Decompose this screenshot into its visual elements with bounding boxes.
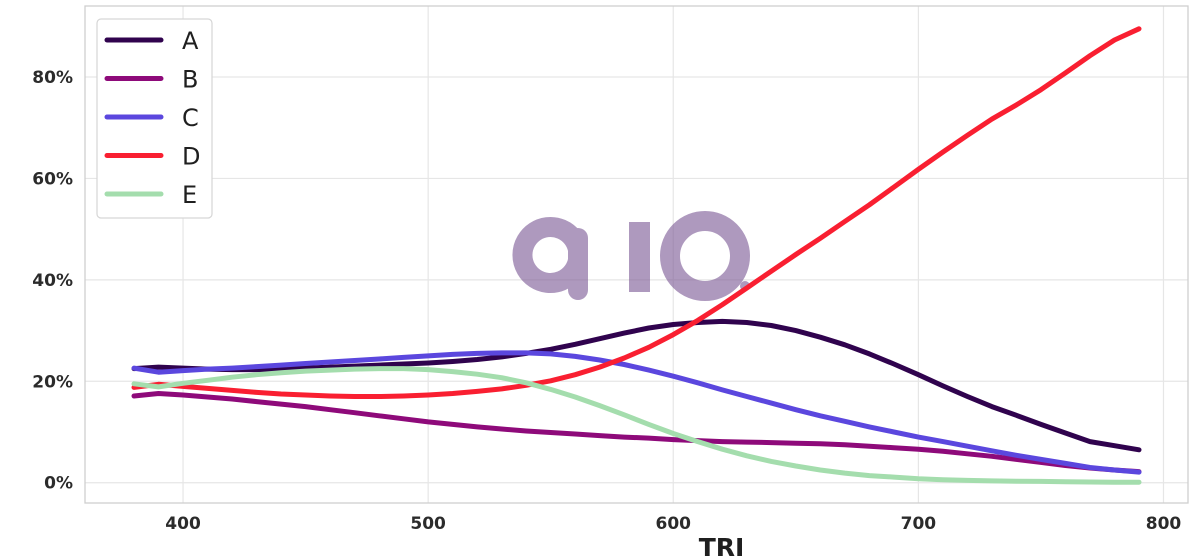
watermark-letter-o — [660, 211, 750, 301]
legend-label-E: E — [182, 181, 197, 209]
x-tick-label: 500 — [410, 514, 446, 534]
aio-watermark-logo: aio — [512, 211, 750, 301]
y-tick-label: 80% — [32, 68, 73, 88]
series-line-B — [131, 391, 1142, 475]
legend-label-A: A — [182, 27, 199, 55]
series-line-D — [131, 26, 1142, 399]
watermark-letter-i — [629, 222, 650, 292]
plot-area-frame — [84, 5, 1189, 504]
x-tick-labels: 400 500 600 700 800 — [165, 514, 1181, 534]
series-line-E — [131, 366, 1142, 485]
x-tick-label: 800 — [1146, 514, 1182, 534]
x-tick-label: 400 — [165, 514, 201, 534]
y-tick-label: 40% — [32, 271, 73, 291]
x-axis-title: TRI — [699, 533, 745, 560]
series-lines — [131, 26, 1142, 485]
watermark-letter-a — [512, 217, 588, 300]
grid-lines — [85, 6, 1188, 503]
y-tick-label: 20% — [32, 372, 73, 392]
y-tick-labels: 0% 20% 40% 60% 80% — [32, 68, 73, 494]
x-tick-label: 600 — [656, 514, 692, 534]
legend-label-B: B — [182, 66, 198, 94]
y-tick-label: 0% — [44, 474, 73, 494]
x-tick-label: 700 — [901, 514, 937, 534]
legend-label-D: D — [182, 143, 200, 171]
series-line-A — [131, 318, 1142, 453]
legend-label-C: C — [182, 104, 199, 132]
y-tick-label: 60% — [32, 169, 73, 189]
series-line-C — [131, 350, 1142, 475]
